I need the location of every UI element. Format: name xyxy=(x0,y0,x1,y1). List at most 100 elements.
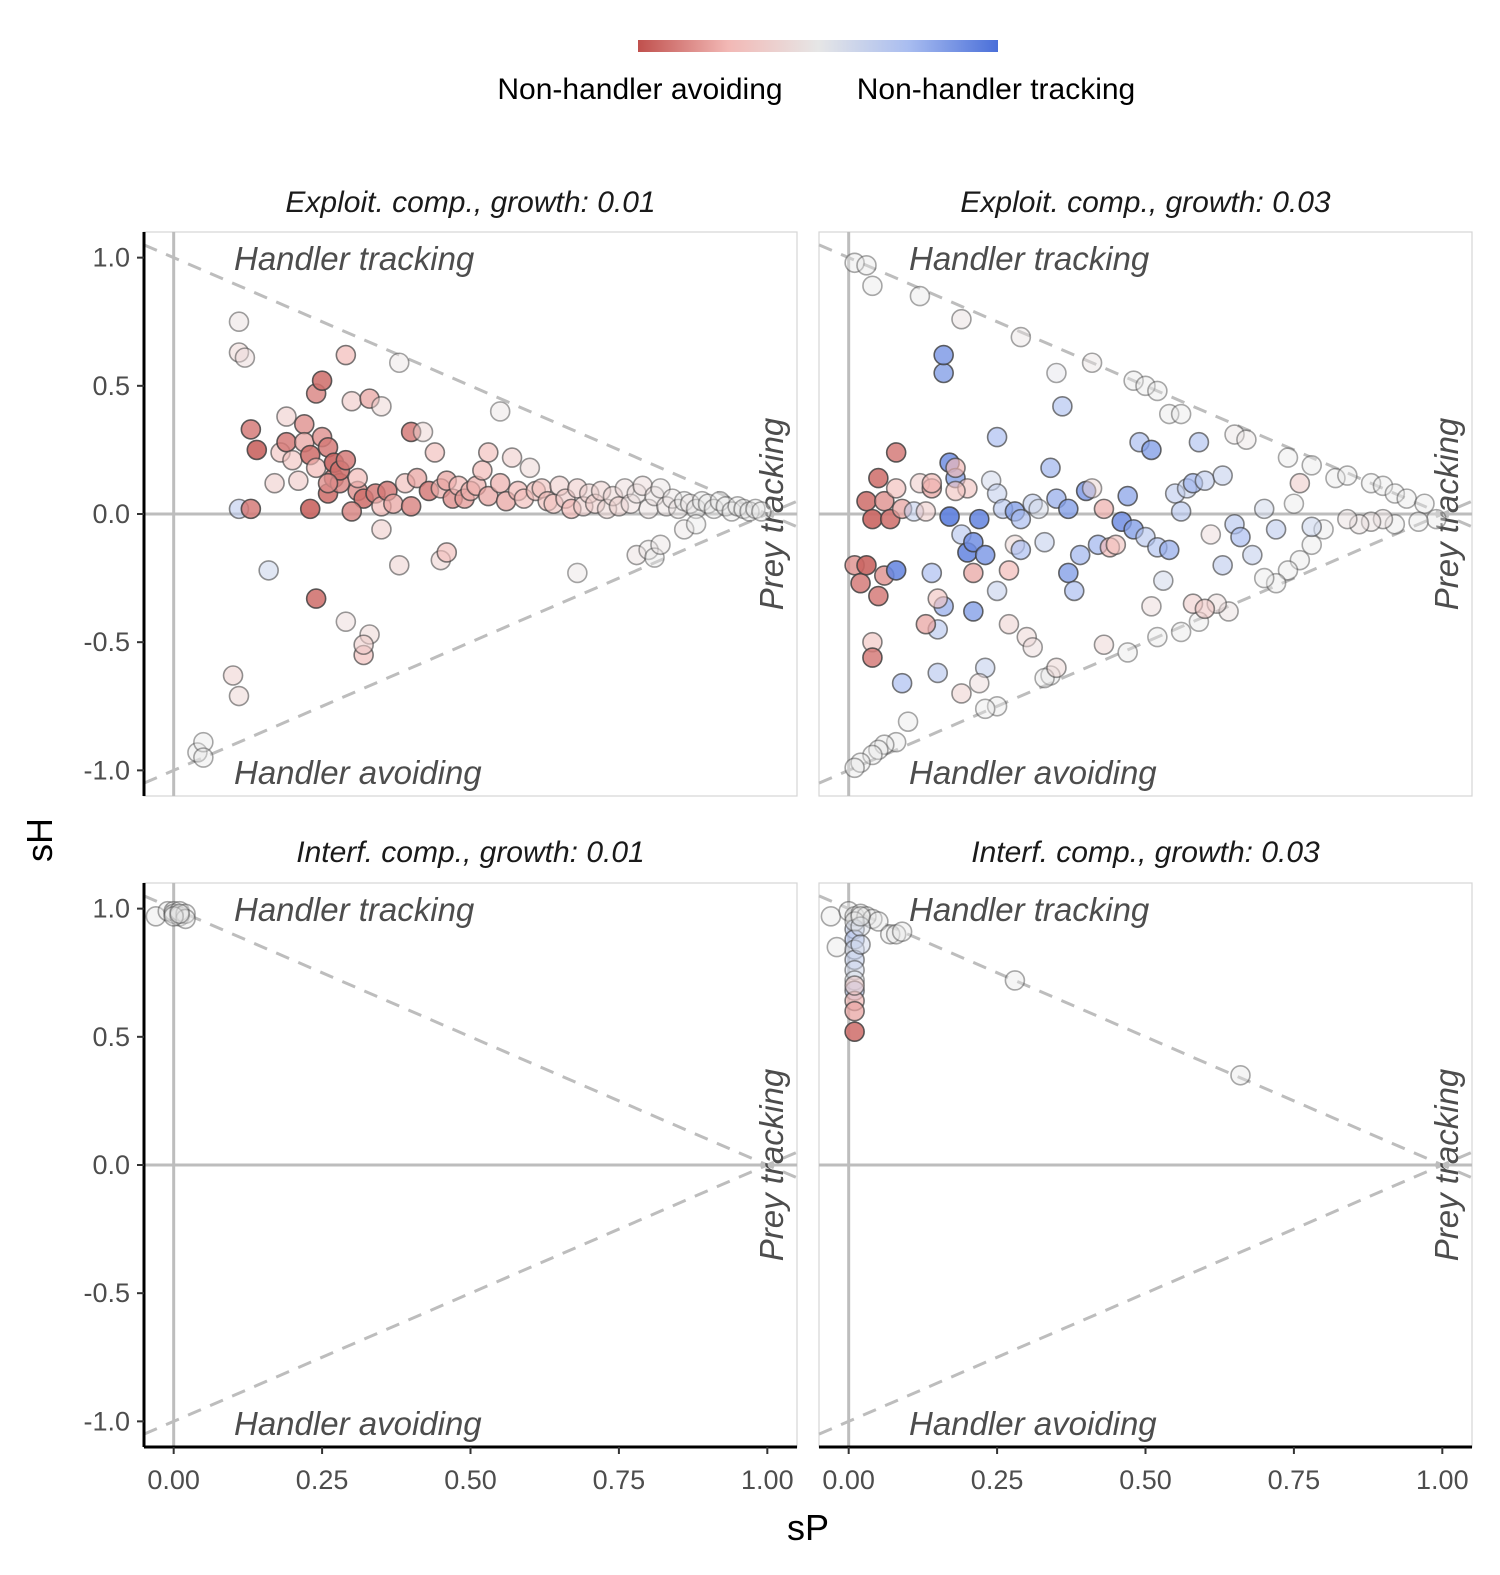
data-point xyxy=(1337,465,1358,486)
data-point xyxy=(193,731,214,753)
lower-boundary-dashed xyxy=(143,499,798,785)
y-tick-label: 0.5 xyxy=(92,371,130,401)
data-point xyxy=(933,344,954,366)
data-point xyxy=(347,467,369,489)
data-point xyxy=(885,560,907,581)
data-point xyxy=(1242,544,1263,566)
data-point xyxy=(868,585,889,607)
data-point xyxy=(1022,637,1044,658)
data-point xyxy=(383,493,404,515)
data-point xyxy=(826,936,848,958)
data-point xyxy=(1230,1064,1251,1086)
data-point xyxy=(968,508,990,530)
y-tick-label: 0.5 xyxy=(92,1022,130,1052)
data-point xyxy=(1426,508,1447,530)
data-point xyxy=(258,560,279,581)
data-point xyxy=(986,580,1008,602)
data-point xyxy=(1010,539,1032,561)
zone-label-top: Handler tracking xyxy=(909,891,1150,928)
data-point xyxy=(1123,370,1144,391)
x-tick-label: 0.00 xyxy=(147,1465,200,1495)
data-point xyxy=(1414,493,1435,515)
data-point xyxy=(862,647,883,668)
x-tick-label: 1.00 xyxy=(741,1465,794,1495)
x-tick-label: 0.25 xyxy=(971,1465,1024,1495)
data-point xyxy=(1170,621,1192,643)
data-point xyxy=(371,396,392,417)
data-point xyxy=(169,906,190,927)
data-point xyxy=(234,347,256,368)
data-point xyxy=(951,683,972,704)
data-point xyxy=(1052,396,1073,417)
data-point xyxy=(1046,657,1067,679)
y-tick-label: -1.0 xyxy=(83,1406,130,1436)
y-axis-title: sH xyxy=(19,818,60,862)
data-point xyxy=(856,255,877,276)
data-point xyxy=(986,695,1008,717)
zone-label-top: Handler tracking xyxy=(909,240,1150,277)
data-point xyxy=(838,900,859,922)
zone-label-bottom: Handler avoiding xyxy=(234,1405,482,1442)
data-point xyxy=(282,449,303,471)
data-point xyxy=(228,311,250,333)
y-tick-label: 0.0 xyxy=(92,499,130,529)
lower-boundary-dashed xyxy=(818,1150,1473,1436)
data-point xyxy=(856,554,877,576)
data-point xyxy=(1200,524,1222,545)
data-point xyxy=(157,900,179,922)
data-point xyxy=(1194,598,1216,620)
data-point xyxy=(885,442,907,463)
x-tick-label: 0.00 xyxy=(822,1465,875,1495)
data-point xyxy=(844,975,865,996)
data-point xyxy=(388,554,410,576)
data-point xyxy=(424,442,446,463)
data-point xyxy=(868,739,889,761)
data-point xyxy=(638,498,659,520)
data-point xyxy=(519,457,541,479)
data-point xyxy=(1188,431,1210,453)
data-point xyxy=(1396,488,1417,509)
data-point xyxy=(1158,539,1180,561)
data-point xyxy=(626,544,648,566)
data-point xyxy=(489,472,511,494)
data-point xyxy=(1301,516,1323,538)
data-point xyxy=(885,731,907,753)
data-point xyxy=(1289,472,1311,494)
zone-label-right: Prey tracking xyxy=(1428,417,1465,610)
data-point xyxy=(335,344,357,366)
data-point xyxy=(862,908,883,930)
data-point xyxy=(169,903,190,925)
panel-2: Exploit. comp., growth: 0.03 Handler trac… xyxy=(818,186,1473,797)
data-point xyxy=(293,413,315,435)
data-point xyxy=(1384,483,1406,504)
data-point xyxy=(163,906,184,927)
data-point xyxy=(709,490,731,512)
data-point xyxy=(885,478,907,499)
data-point xyxy=(1141,439,1162,461)
data-point xyxy=(1230,526,1251,548)
data-point xyxy=(317,472,339,494)
data-point xyxy=(862,275,883,297)
data-point xyxy=(650,534,671,556)
data-point xyxy=(945,457,966,479)
data-point xyxy=(1265,572,1287,594)
data-point xyxy=(1158,403,1180,425)
panel-3: Interf. comp., growth: 0.01 Handler track… xyxy=(83,836,798,1495)
data-point xyxy=(1093,634,1115,656)
data-point xyxy=(1058,498,1079,520)
data-point xyxy=(879,923,901,945)
y-tick-label: -0.5 xyxy=(83,1278,130,1308)
data-point xyxy=(501,447,523,468)
data-point xyxy=(679,493,701,515)
data-point xyxy=(276,406,297,427)
data-point xyxy=(222,665,244,686)
data-point xyxy=(489,401,511,422)
x-axis-title: sP xyxy=(787,1507,829,1548)
data-point xyxy=(353,634,374,656)
data-point xyxy=(715,496,737,517)
data-point xyxy=(650,478,671,499)
data-point xyxy=(685,498,707,520)
x-tick-label: 0.25 xyxy=(296,1465,349,1495)
data-point xyxy=(998,560,1020,581)
data-point xyxy=(1069,544,1091,566)
